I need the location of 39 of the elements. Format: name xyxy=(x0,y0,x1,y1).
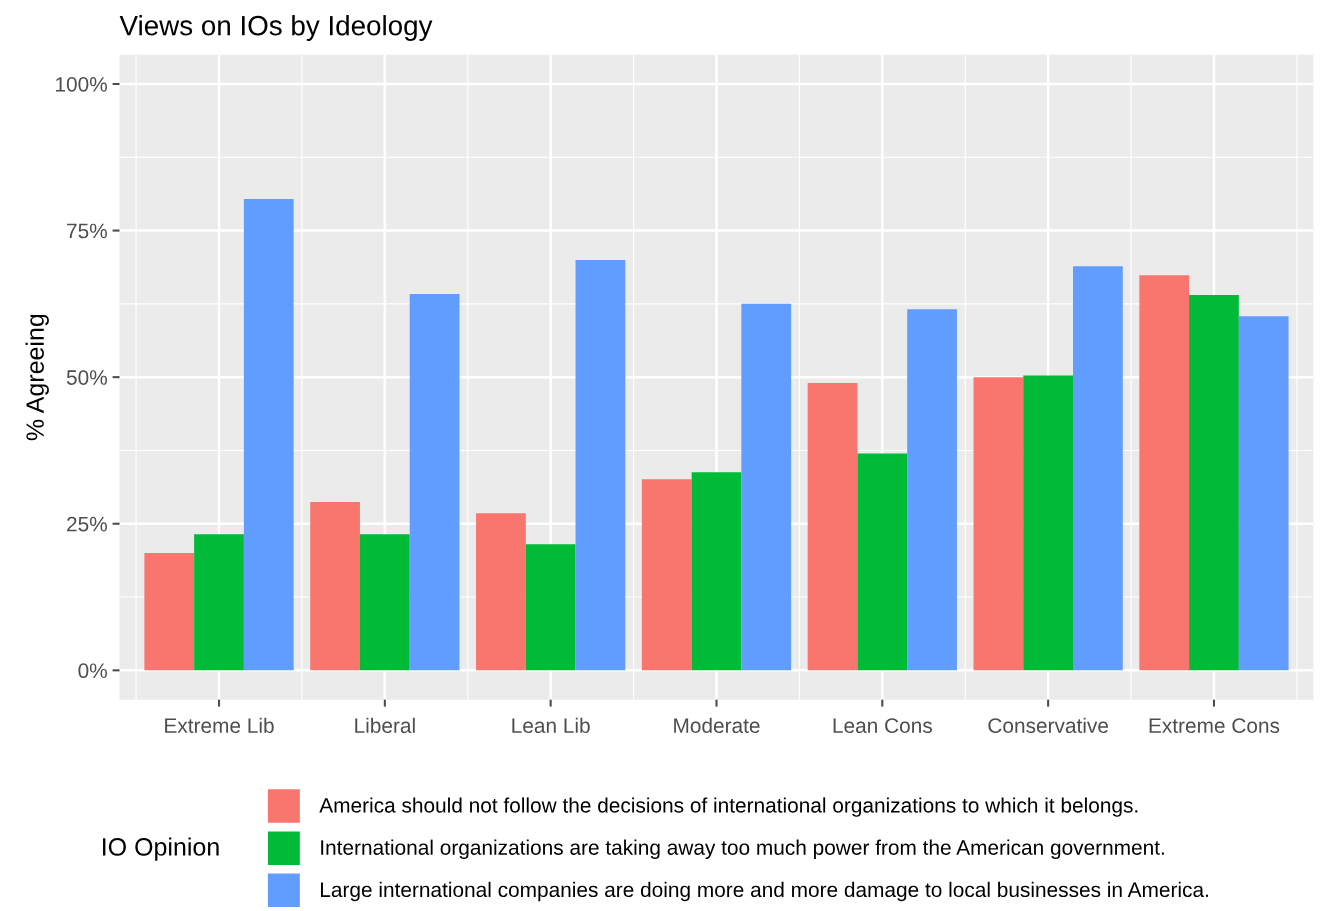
x-tick-label: Extreme Lib xyxy=(165,717,274,734)
bar xyxy=(641,479,692,671)
bar xyxy=(243,198,294,671)
x-tick-label: Conservative xyxy=(988,717,1109,734)
x-tick-label: Moderate xyxy=(674,717,760,734)
bar xyxy=(144,553,195,671)
legend-label: International organizations are taking away too much power from the American government. xyxy=(321,839,1164,860)
bar xyxy=(691,472,742,671)
bar xyxy=(359,534,410,671)
bar xyxy=(476,513,526,671)
bar xyxy=(194,534,244,671)
y-tick-label: 50% xyxy=(66,370,107,385)
legend-label: Large international companies are doing more and more damage to local businesses in America. xyxy=(321,881,1208,902)
bar xyxy=(575,259,626,671)
y-tick-label: 75% xyxy=(67,223,107,239)
y-tick-label: 100% xyxy=(56,76,107,92)
bar xyxy=(973,377,1024,671)
bar xyxy=(1073,266,1123,671)
bar xyxy=(1139,275,1190,671)
y-tick-label: 25% xyxy=(67,516,107,532)
x-tick-label: Lean Cons xyxy=(833,718,932,734)
bar xyxy=(409,293,460,671)
bar xyxy=(1238,316,1289,671)
x-tick-label: Extreme Cons xyxy=(1149,718,1280,734)
y-axis-title: % Agreeing xyxy=(25,314,49,441)
bar xyxy=(857,453,908,671)
bar xyxy=(741,303,792,671)
x-tick-label: Liberal xyxy=(355,717,415,734)
bar xyxy=(907,309,957,671)
bar xyxy=(1189,295,1239,671)
chart-title: Views on IOs by Ideology xyxy=(119,15,433,41)
bar xyxy=(1023,375,1074,671)
bar xyxy=(310,502,360,671)
legend-title: IO Opinion xyxy=(103,837,219,861)
bar xyxy=(525,544,576,671)
x-tick-label: Lean Lib xyxy=(512,717,590,734)
bar xyxy=(807,383,858,671)
legend-label: America should not follow the decisions of international organizations to which it belongs. xyxy=(319,797,1138,817)
y-tick-label: 0% xyxy=(78,663,107,679)
